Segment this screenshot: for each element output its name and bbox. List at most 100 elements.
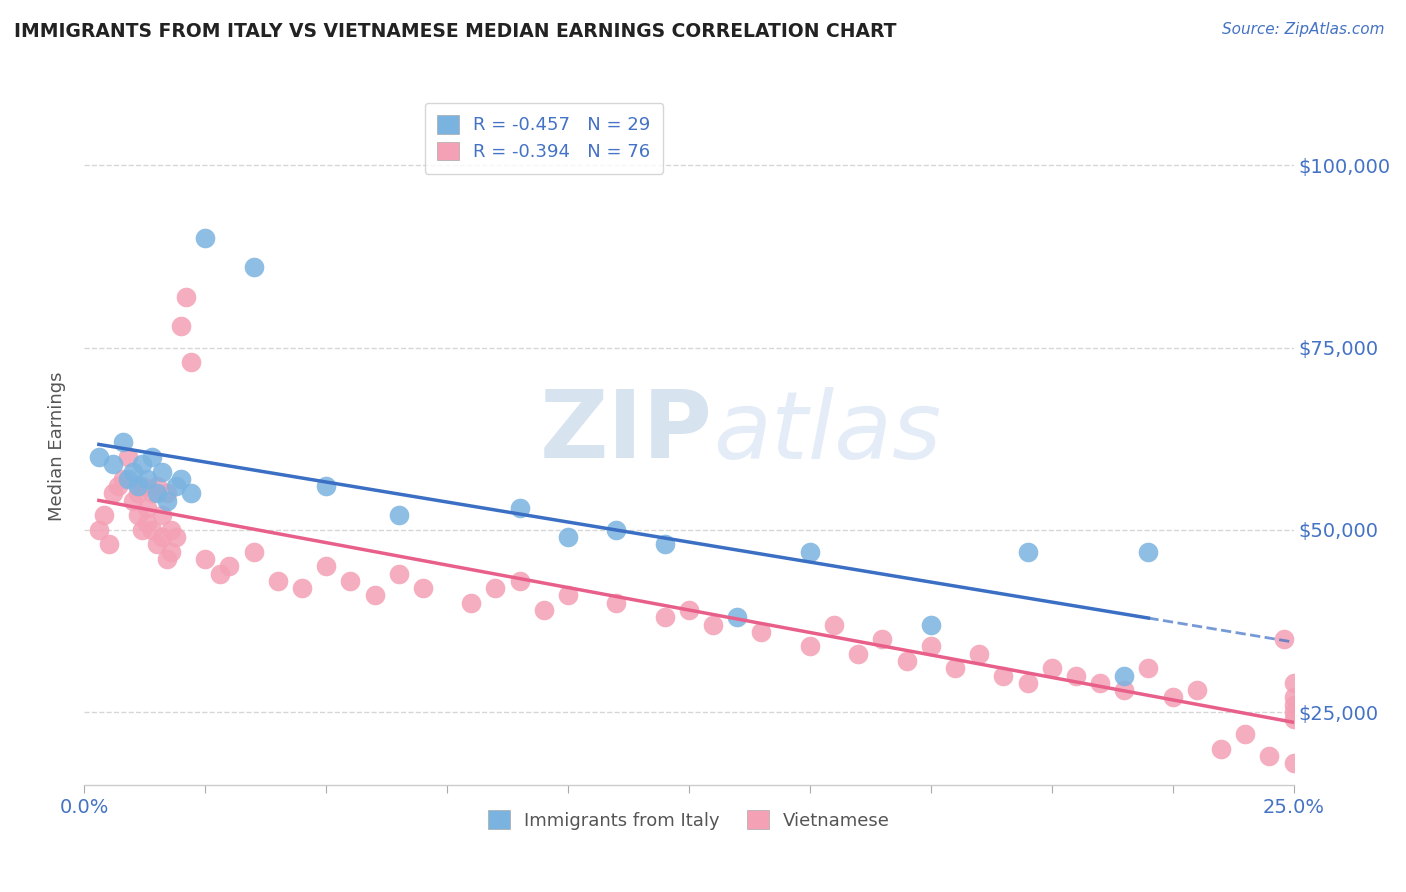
Point [117,450,139,464]
Point [121,465,143,479]
Point [160,544,183,558]
Y-axis label: Median Earnings: Median Earnings [48,371,66,521]
Point [557,530,579,544]
Point [1137,661,1160,675]
Point [194,552,217,566]
Point [896,654,918,668]
Point [1282,712,1305,726]
Point [1017,544,1039,558]
Point [174,289,197,303]
Point [150,530,173,544]
Point [170,318,193,333]
Point [460,596,482,610]
Point [170,472,193,486]
Point [127,479,149,493]
Point [87,450,110,464]
Point [846,647,869,661]
Point [967,647,990,661]
Point [242,260,264,275]
Point [678,603,700,617]
Point [150,465,173,479]
Point [1088,676,1111,690]
Point [799,640,821,654]
Point [1282,676,1305,690]
Point [291,581,314,595]
Point [1017,676,1039,690]
Point [1114,683,1136,698]
Legend: Immigrants from Italy, Vietnamese: Immigrants from Italy, Vietnamese [481,803,897,837]
Text: atlas: atlas [713,387,942,478]
Point [509,574,531,588]
Point [141,486,163,500]
Point [388,508,411,523]
Point [131,523,153,537]
Point [533,603,555,617]
Point [1209,741,1232,756]
Point [146,537,169,551]
Text: ZIP: ZIP [540,386,713,478]
Point [103,486,125,500]
Point [412,581,434,595]
Point [155,486,177,500]
Point [155,493,177,508]
Text: IMMIGRANTS FROM ITALY VS VIETNAMESE MEDIAN EARNINGS CORRELATION CHART: IMMIGRANTS FROM ITALY VS VIETNAMESE MEDI… [14,22,897,41]
Point [388,566,411,581]
Point [218,559,240,574]
Point [103,457,125,471]
Point [1185,683,1208,698]
Point [1064,668,1087,682]
Point [131,479,153,493]
Point [165,530,187,544]
Point [339,574,361,588]
Point [751,624,773,639]
Point [1040,661,1063,675]
Point [1234,727,1257,741]
Point [267,574,290,588]
Point [363,589,385,603]
Point [872,632,894,647]
Point [1282,756,1305,770]
Point [993,668,1015,682]
Point [136,500,159,515]
Point [315,559,337,574]
Point [1258,748,1281,763]
Point [160,523,183,537]
Point [725,610,748,624]
Point [1282,690,1305,705]
Point [112,472,135,486]
Point [943,661,966,675]
Point [484,581,506,595]
Point [155,552,177,566]
Point [141,450,163,464]
Point [315,479,337,493]
Point [1161,690,1184,705]
Point [557,589,579,603]
Point [1272,632,1295,647]
Point [141,523,163,537]
Point [136,516,159,530]
Point [150,508,173,523]
Point [97,537,120,551]
Point [823,617,845,632]
Point [605,523,627,537]
Point [208,566,231,581]
Point [654,537,676,551]
Point [242,544,264,558]
Point [136,472,159,486]
Point [117,472,139,486]
Point [799,544,821,558]
Point [605,596,627,610]
Point [112,435,135,450]
Point [1282,705,1305,719]
Point [702,617,724,632]
Point [509,500,531,515]
Text: Source: ZipAtlas.com: Source: ZipAtlas.com [1222,22,1385,37]
Point [920,617,942,632]
Point [127,486,149,500]
Point [1137,544,1160,558]
Point [1282,698,1305,712]
Point [127,508,149,523]
Point [180,486,202,500]
Point [93,508,115,523]
Point [654,610,676,624]
